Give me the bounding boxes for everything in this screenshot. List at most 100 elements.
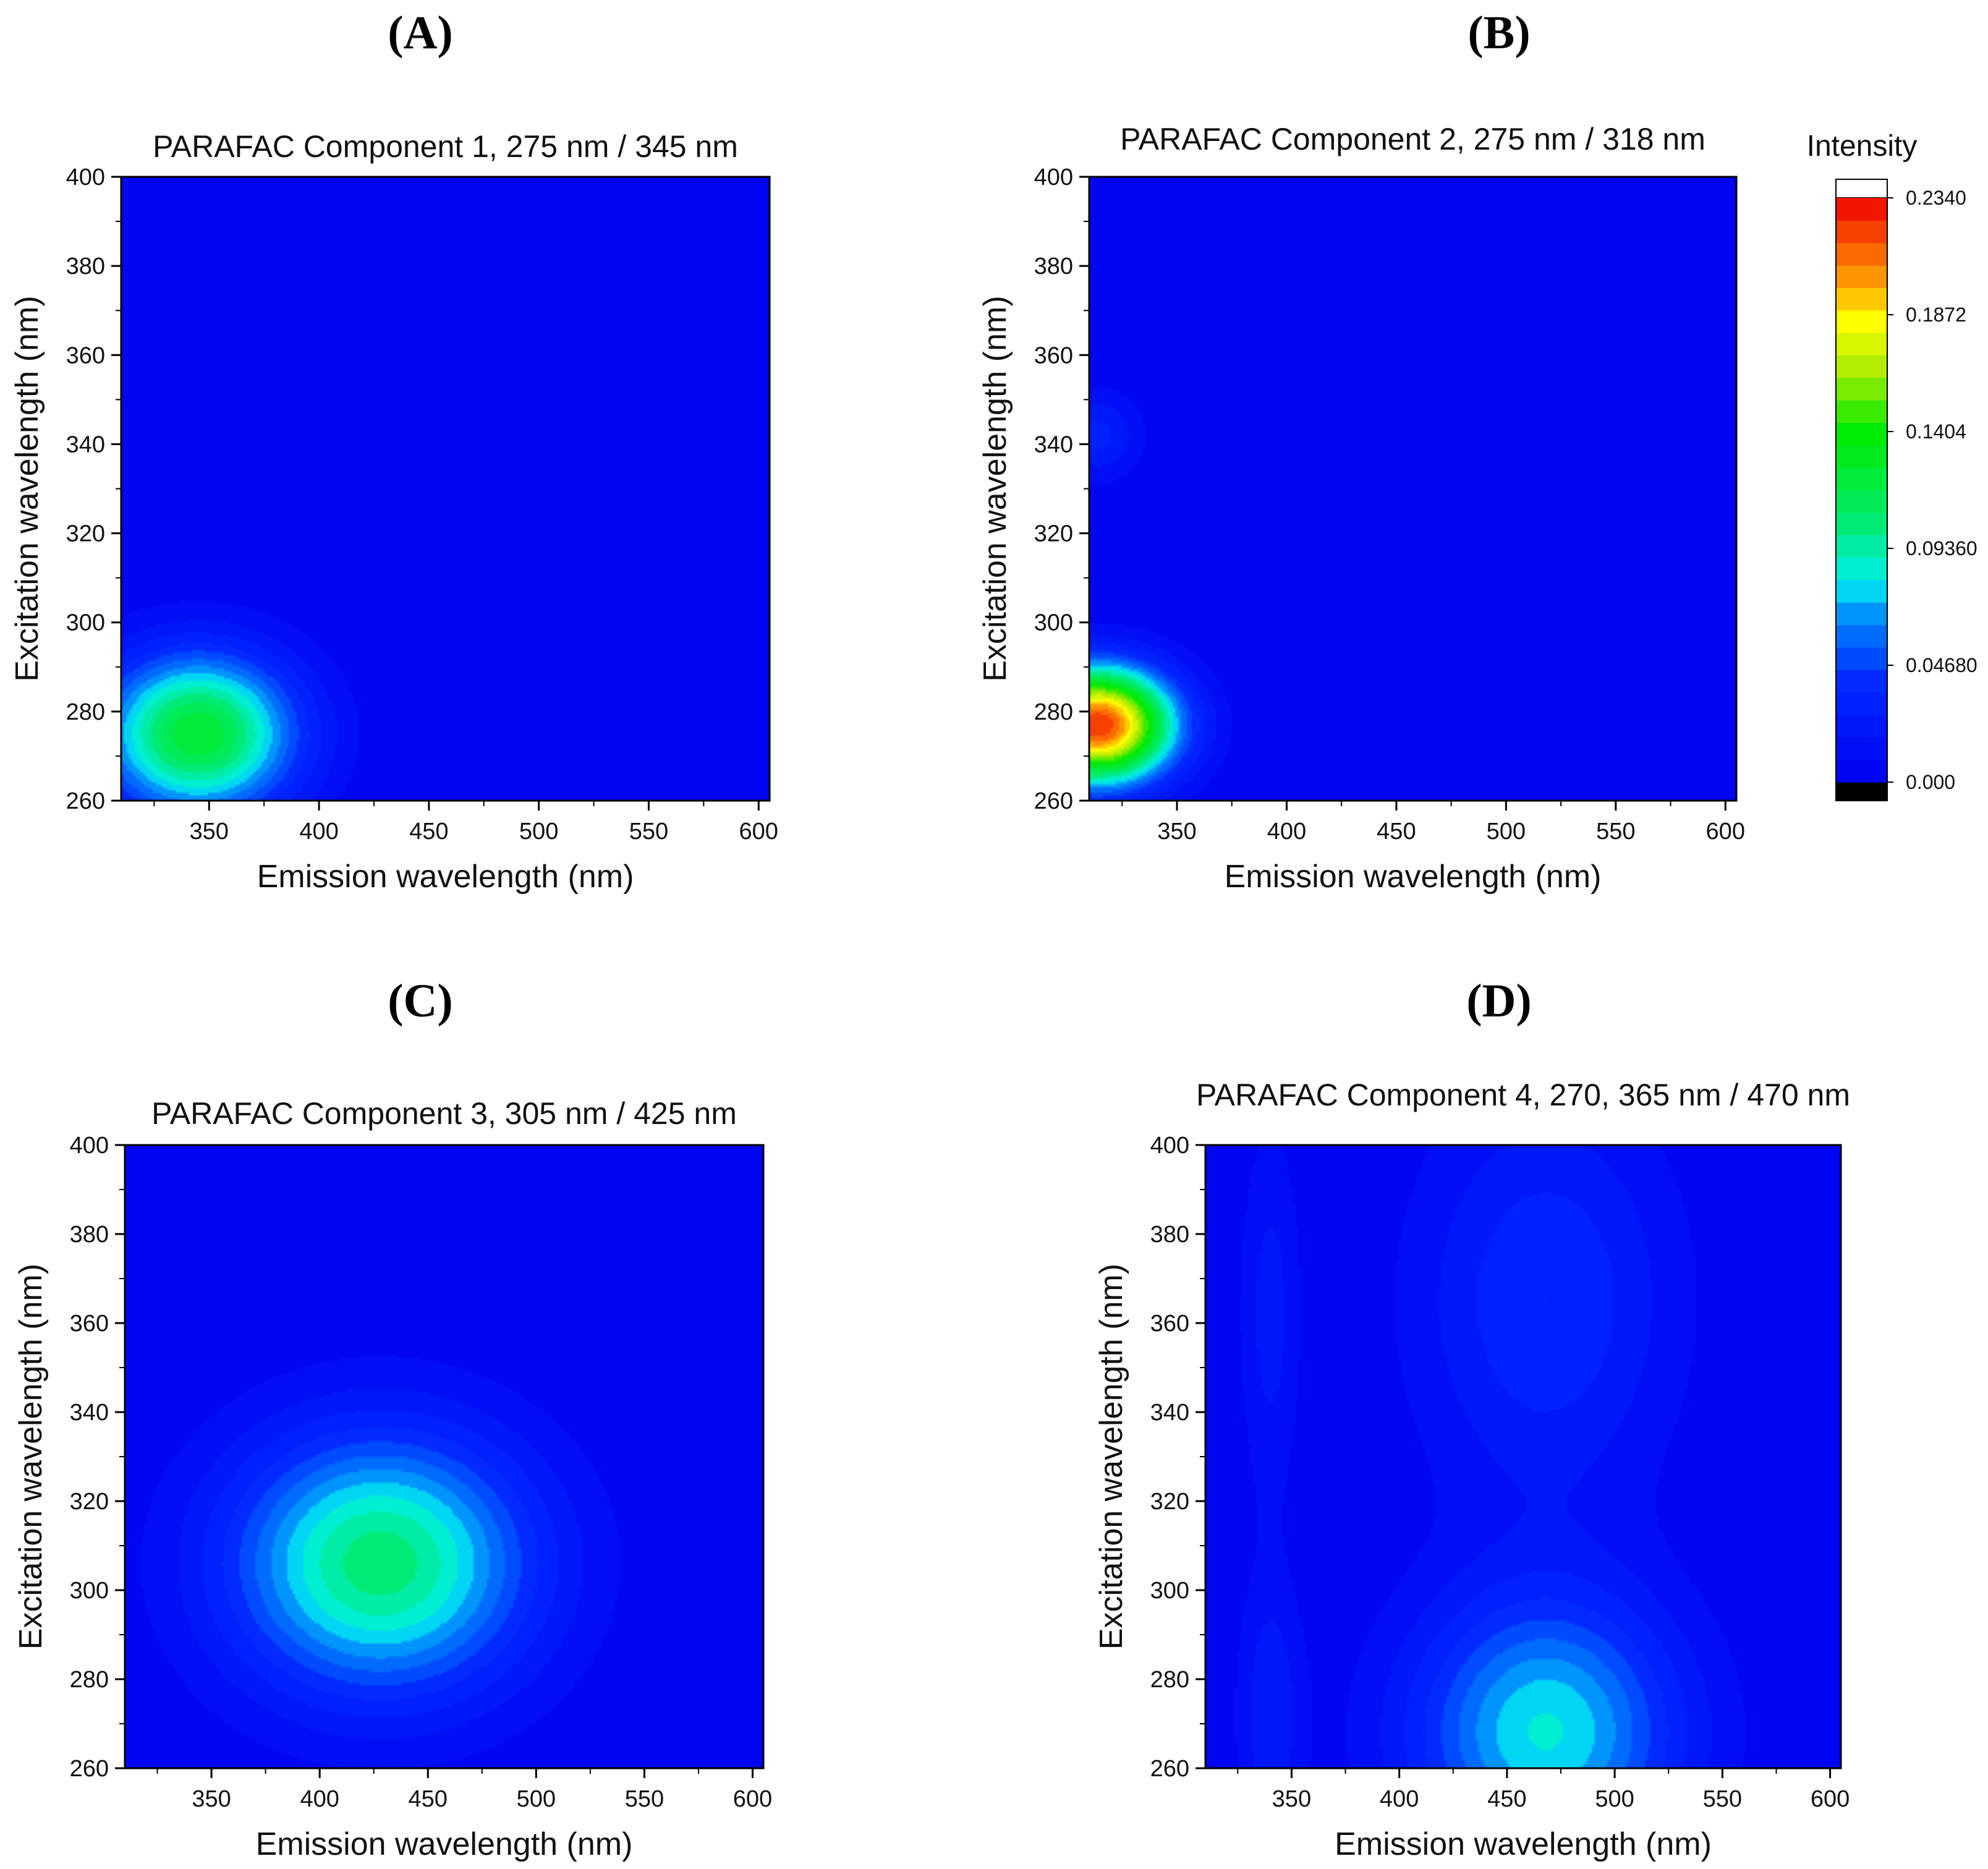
y-tick-label: 380 <box>66 253 105 279</box>
colorbar-band <box>1836 355 1887 378</box>
x-tick-label: 350 <box>1272 1786 1311 1812</box>
y-tick-label: 280 <box>1150 1667 1189 1693</box>
x-tick-label: 550 <box>625 1786 664 1812</box>
colorbar-tick-label: 0.1872 <box>1906 304 1966 326</box>
y-tick-label: 400 <box>66 164 105 190</box>
y-tick-label: 360 <box>1034 343 1073 368</box>
colorbar-band <box>1836 535 1887 558</box>
colorbar-band <box>1836 670 1887 693</box>
panel-label: (D) <box>1466 975 1532 1027</box>
y-tick-label: 340 <box>66 432 105 458</box>
y-tick-label: 300 <box>1034 610 1073 636</box>
x-axis-title: Emission wavelength (nm) <box>257 859 634 895</box>
y-tick-label: 260 <box>1150 1756 1189 1782</box>
y-tick-label: 260 <box>70 1756 109 1782</box>
x-tick-label: 450 <box>1487 1786 1526 1812</box>
y-tick-label: 380 <box>1034 253 1073 279</box>
x-tick-label: 450 <box>409 1786 448 1812</box>
y-tick-label: 360 <box>70 1311 109 1337</box>
x-tick-label: 600 <box>733 1786 772 1812</box>
x-tick-label: 350 <box>190 819 229 845</box>
colorbar-band <box>1836 512 1887 535</box>
x-tick-label: 400 <box>300 1786 339 1812</box>
panel-label: (B) <box>1468 7 1530 59</box>
colorbar-band <box>1836 759 1887 783</box>
x-tick-label: 450 <box>1377 819 1416 845</box>
x-tick-label: 600 <box>739 819 778 845</box>
panel-c: (C) PARAFAC Component 3, 305 nm / 425 nm 3… <box>13 975 772 1862</box>
x-axis-title: Emission wavelength (nm) <box>256 1826 633 1862</box>
colorbar: Intensity 0.2340 0.1872 0.1404 0.09360 0.0468… <box>1807 130 1977 801</box>
heatmap-surface <box>125 1145 763 1768</box>
y-tick-label: 300 <box>1150 1578 1189 1604</box>
y-tick-label: 300 <box>66 610 105 636</box>
x-axis-title: Emission wavelength (nm) <box>1225 859 1602 895</box>
panel-label: (A) <box>388 7 453 59</box>
colorbar-band <box>1836 265 1887 288</box>
colorbar-tick-label: 0.09360 <box>1906 537 1977 560</box>
colorbar-band <box>1836 647 1887 670</box>
colorbar-band <box>1836 692 1887 715</box>
plot-title: PARAFAC Component 3, 305 nm / 425 nm <box>151 1096 737 1131</box>
colorbar-title: Intensity <box>1807 130 1918 163</box>
y-tick-label: 320 <box>1034 521 1073 547</box>
colorbar-band <box>1836 242 1887 266</box>
x-tick-label: 550 <box>1596 819 1635 845</box>
plot-title: PARAFAC Component 2, 275 nm / 318 nm <box>1120 122 1706 156</box>
y-tick-label: 400 <box>70 1133 109 1159</box>
colorbar-band <box>1836 377 1887 401</box>
panel-b: (B) PARAFAC Component 2, 275 nm / 318 nm 3… <box>977 7 1745 895</box>
x-tick-label: 550 <box>629 819 668 845</box>
y-tick-label: 320 <box>66 521 105 547</box>
colorbar-band <box>1836 602 1887 626</box>
x-tick-label: 600 <box>1811 1786 1850 1812</box>
y-tick-label: 280 <box>66 699 105 725</box>
colorbar-band <box>1836 490 1887 513</box>
x-axis-title: Emission wavelength (nm) <box>1335 1826 1712 1862</box>
heatmap-surface <box>121 177 770 801</box>
x-tick-label: 550 <box>1703 1786 1742 1812</box>
colorbar-band <box>1836 714 1887 738</box>
x-tick-label: 500 <box>1595 1786 1634 1812</box>
y-tick-label: 340 <box>1034 432 1073 458</box>
colorbar-band <box>1836 624 1887 648</box>
y-tick-label: 360 <box>66 343 105 368</box>
colorbar-tick-label: 0.1404 <box>1906 420 1966 443</box>
x-tick-label: 600 <box>1706 819 1745 845</box>
y-axis-title: Excitation wavelength (nm) <box>9 296 45 681</box>
colorbar-band <box>1836 467 1887 491</box>
y-tick-label: 400 <box>1034 164 1073 190</box>
colorbar-tick-label: 0.04680 <box>1906 654 1977 676</box>
x-tick-label: 350 <box>192 1786 231 1812</box>
colorbar-band <box>1836 557 1887 581</box>
y-axis-title: Excitation wavelength (nm) <box>977 296 1013 681</box>
y-tick-label: 360 <box>1150 1311 1189 1337</box>
heatmap-surface <box>1089 177 1736 801</box>
x-tick-label: 400 <box>1380 1786 1419 1812</box>
y-tick-label: 260 <box>1034 788 1073 814</box>
y-tick-label: 260 <box>66 788 105 814</box>
x-tick-label: 450 <box>409 819 448 845</box>
y-tick-label: 340 <box>1150 1400 1189 1426</box>
y-tick-label: 300 <box>70 1578 109 1604</box>
y-tick-label: 280 <box>1034 699 1073 725</box>
plot-title: PARAFAC Component 1, 275 nm / 345 nm <box>153 129 738 164</box>
colorbar-over-cap <box>1835 179 1888 198</box>
y-tick-label: 320 <box>70 1489 109 1515</box>
colorbar-band <box>1836 400 1887 424</box>
colorbar-band <box>1836 422 1887 446</box>
colorbar-band <box>1836 737 1887 760</box>
panel-d: (D) PARAFAC Component 4, 270, 365 nm / 47… <box>1094 975 1850 1862</box>
colorbar-under-cap <box>1836 782 1887 801</box>
y-tick-label: 400 <box>1150 1133 1189 1159</box>
y-tick-label: 340 <box>70 1400 109 1426</box>
colorbar-frame <box>1835 179 1888 801</box>
panel-a: (A) PARAFAC Component 1, 275 nm / 345 nm 3… <box>9 7 778 895</box>
colorbar-band <box>1836 198 1887 221</box>
x-tick-label: 400 <box>299 819 338 845</box>
x-tick-label: 500 <box>519 819 558 845</box>
plot-title: PARAFAC Component 4, 270, 365 nm / 470 n… <box>1196 1078 1850 1112</box>
colorbar-band <box>1836 445 1887 468</box>
x-tick-label: 500 <box>517 1786 556 1812</box>
